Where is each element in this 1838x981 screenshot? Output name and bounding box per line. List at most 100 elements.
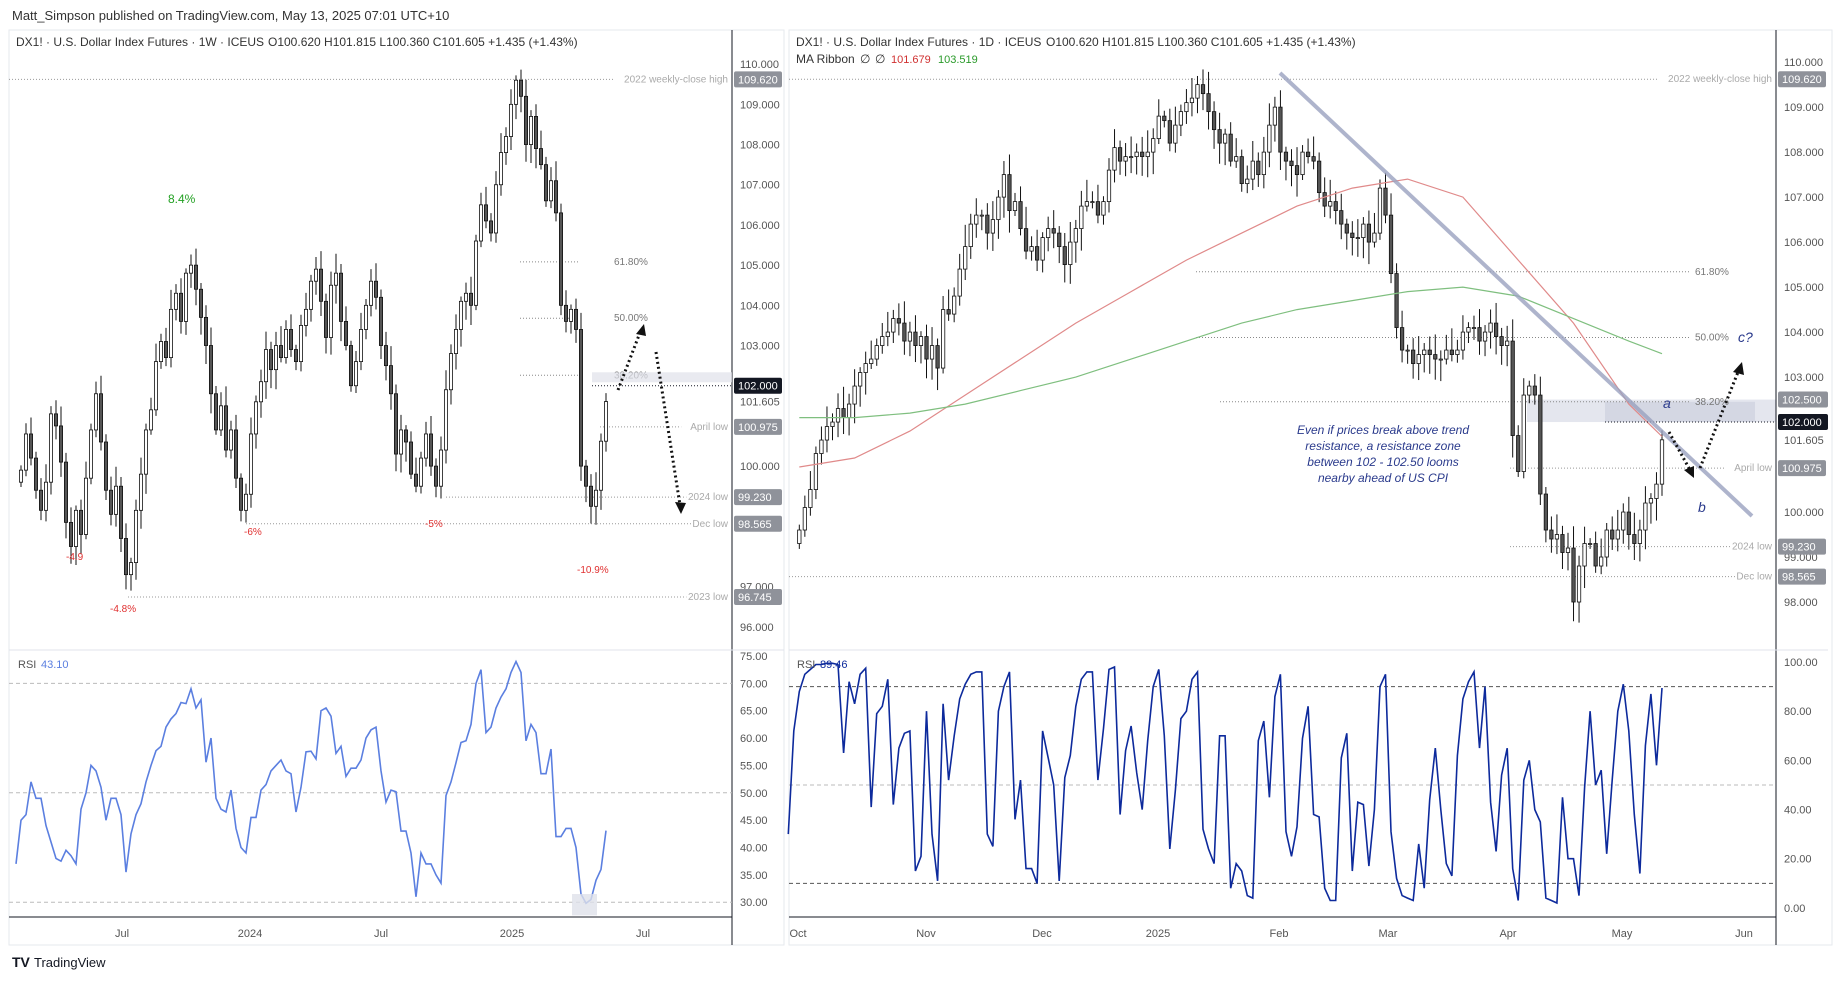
candle-body	[1427, 349, 1432, 355]
candle-body	[1228, 133, 1233, 162]
candle	[1173, 106, 1178, 153]
candle-body	[990, 219, 995, 234]
candle-body	[338, 272, 343, 322]
candle-body	[473, 240, 478, 306]
candle-body	[298, 325, 303, 363]
candle-body	[69, 521, 74, 547]
price-tick-label: 96.000	[740, 622, 774, 634]
candle-body	[458, 300, 463, 330]
candle-body	[1167, 120, 1172, 144]
candle-body	[544, 164, 549, 202]
candle	[1162, 110, 1167, 128]
candle	[846, 393, 852, 436]
candle-body	[1505, 340, 1510, 346]
price-badge	[1778, 460, 1826, 477]
candle-body	[208, 345, 213, 395]
candle-body	[874, 345, 879, 360]
candle-body	[1377, 187, 1383, 234]
candle	[468, 276, 473, 325]
candle	[1079, 190, 1084, 251]
candle-body	[918, 336, 924, 346]
candle	[183, 268, 188, 335]
candle	[1582, 526, 1587, 589]
candle-body	[1095, 201, 1101, 216]
candle	[1200, 69, 1206, 111]
candle-body	[968, 223, 973, 247]
pct-label: 8.4%	[168, 192, 196, 206]
candle	[1344, 218, 1349, 250]
highlight-box	[592, 372, 732, 383]
current-price-label: 101.605	[740, 397, 780, 409]
candle	[1062, 233, 1067, 283]
candle	[1532, 374, 1537, 405]
candle	[539, 130, 544, 170]
left-panel-frame	[8, 29, 785, 946]
price-badge	[1778, 414, 1828, 431]
candle	[1610, 516, 1615, 550]
candle	[34, 451, 39, 499]
candle	[388, 346, 393, 410]
candle-body	[1046, 228, 1051, 238]
rsi-tick-label: 45.00	[740, 815, 768, 827]
daily-chart-panel[interactable]: 110.000 109.000 108.000 107.000 106.000 105.0…	[787, 30, 1828, 945]
candle-body	[28, 433, 33, 459]
candle	[896, 303, 901, 336]
candle	[1643, 486, 1648, 550]
candle-body	[128, 562, 133, 576]
price-badge-text: 96.745	[738, 592, 772, 604]
candle-body	[574, 308, 579, 330]
candle	[28, 417, 33, 466]
candle	[869, 340, 874, 369]
tradingview-logo-icon: TV	[12, 954, 31, 970]
candle	[1073, 219, 1078, 263]
rsi-tick-label: 0.00	[1784, 903, 1805, 915]
candle	[278, 326, 283, 363]
candle	[574, 298, 579, 343]
candle	[941, 296, 946, 374]
candle-body	[1422, 349, 1427, 355]
published-byline: Matt_Simpson published on TradingView.co…	[12, 8, 449, 23]
candle-body	[1035, 246, 1040, 261]
candle-body	[1217, 129, 1222, 144]
candle-body	[1466, 327, 1471, 333]
candle	[1659, 430, 1665, 496]
candle	[253, 395, 258, 449]
candle-body	[1350, 232, 1355, 238]
candle	[1261, 136, 1266, 189]
candle-body	[243, 493, 248, 511]
candle-body	[514, 79, 519, 105]
candle	[1599, 538, 1604, 575]
candle	[238, 473, 243, 522]
candle	[1328, 179, 1333, 219]
candle-body	[1294, 165, 1300, 176]
level-label: 2022 weekly-close high	[1668, 74, 1772, 85]
candle	[1383, 172, 1388, 224]
candle	[1494, 302, 1499, 355]
candle	[383, 331, 388, 381]
candle-body	[493, 184, 498, 234]
tradingview-logo[interactable]: TV TradingView	[12, 954, 106, 970]
candle	[1565, 532, 1571, 571]
candle	[333, 253, 338, 304]
rsi-tick-label: 75.00	[740, 651, 768, 663]
wave-label-c: c?	[1738, 329, 1753, 345]
candle-body	[1007, 174, 1012, 212]
candle-body	[104, 441, 109, 491]
candle-body	[1283, 151, 1289, 162]
candle	[1626, 496, 1631, 550]
candle-body	[59, 425, 64, 463]
price-tick-label: 110.000	[740, 59, 779, 71]
level-label: April low	[690, 422, 729, 433]
candle-body	[1372, 232, 1377, 243]
candle-body	[869, 358, 874, 364]
candle	[1505, 325, 1510, 367]
candle	[569, 304, 574, 334]
candle-body	[468, 292, 473, 306]
weekly-chart-panel[interactable]: 110.000 109.000 108.000 107.000 106.000 105.0…	[9, 30, 784, 945]
candle-body	[223, 405, 228, 451]
candle	[343, 306, 348, 351]
candle	[1029, 236, 1034, 261]
candle-body	[1449, 349, 1454, 355]
candle-body	[333, 272, 338, 286]
